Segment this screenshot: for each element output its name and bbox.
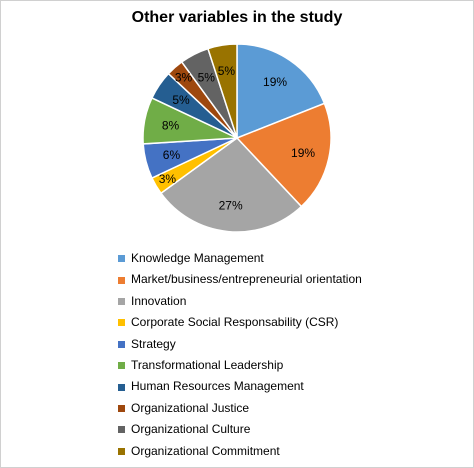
pie-slice-0 xyxy=(236,43,326,140)
pie-slice-1 xyxy=(235,102,332,208)
pie-chart: 19%19%27%3%6%8%5%3% 5% 5% xyxy=(142,43,332,233)
legend-swatch xyxy=(118,255,125,263)
legend-swatch xyxy=(118,404,125,412)
legend-item: Market/business/entrepreneurial orientat… xyxy=(118,269,362,290)
data-label-9: 5% xyxy=(218,64,236,78)
legend-swatch xyxy=(118,426,125,434)
legend-swatch xyxy=(118,362,125,370)
chart-title: Other variables in the study xyxy=(131,9,343,26)
legend-label: Organizational Justice xyxy=(131,400,250,415)
data-label-6: 5% xyxy=(172,93,190,107)
legend-label: Organizational Culture xyxy=(131,422,251,437)
legend-item: Innovation xyxy=(118,291,362,312)
legend-item: Human Resources Management xyxy=(118,376,362,397)
legend-label: Corporate Social Responsability (CSR) xyxy=(131,315,339,330)
legend-label: Human Resources Management xyxy=(131,379,304,394)
legend-item: Knowledge Management xyxy=(118,248,362,269)
legend-item: Organizational Commitment xyxy=(118,441,362,462)
legend-label: Strategy xyxy=(131,336,176,351)
legend-item: Organizational Culture xyxy=(118,419,362,440)
data-label-1: 19% xyxy=(291,146,315,160)
pie-slice-9 xyxy=(207,43,238,139)
data-label-8: 5% xyxy=(198,71,216,85)
legend-swatch xyxy=(118,276,125,284)
legend-item: Organizational Justice xyxy=(118,398,362,419)
data-label-2: 27% xyxy=(219,198,243,212)
legend-label: Knowledge Management xyxy=(131,251,264,265)
legend-swatch xyxy=(118,383,125,391)
legend-swatch xyxy=(118,447,125,455)
data-label-5: 8% xyxy=(162,118,180,132)
legend-item: Corporate Social Responsability (CSR) xyxy=(118,312,362,333)
data-label-7: 3% xyxy=(175,70,193,84)
data-label-0: 19% xyxy=(263,75,287,89)
data-label-4: 6% xyxy=(163,148,181,162)
legend-swatch xyxy=(118,297,125,305)
legend-item: Transformational Leadership xyxy=(118,355,362,376)
legend-label: Transformational Leadership xyxy=(131,357,284,372)
legend-label: Organizational Commitment xyxy=(131,443,280,458)
legend-label: Innovation xyxy=(131,293,187,308)
legend-swatch xyxy=(118,319,125,327)
data-label-3: 3% xyxy=(159,172,177,186)
pie-slice-2 xyxy=(159,137,303,233)
chart-legend: Knowledge Management Market/business/entr… xyxy=(118,248,362,462)
legend-swatch xyxy=(118,340,125,348)
legend-label: Market/business/entrepreneurial orientat… xyxy=(131,272,362,287)
legend-item: Strategy xyxy=(118,334,362,355)
